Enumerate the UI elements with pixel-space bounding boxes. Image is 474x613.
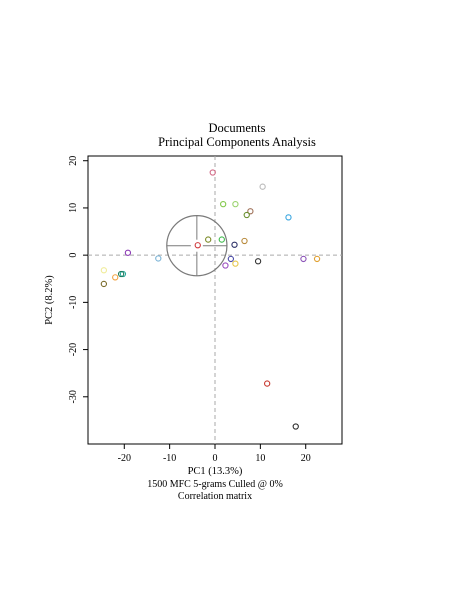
x-axis-label: PC1 (13.3%) bbox=[188, 466, 243, 477]
data-point-19 bbox=[232, 260, 239, 267]
data-point-21 bbox=[100, 267, 108, 274]
data-point-26 bbox=[264, 380, 271, 387]
data-point-25 bbox=[100, 280, 108, 288]
data-point-6 bbox=[243, 211, 250, 219]
data-point-1 bbox=[209, 169, 216, 176]
y-tick-label-20: 20 bbox=[68, 156, 79, 166]
data-point-9 bbox=[218, 236, 225, 243]
x-tick-label--10: -10 bbox=[163, 453, 176, 464]
data-point-22 bbox=[119, 270, 127, 278]
data-point-4 bbox=[232, 201, 239, 208]
data-point-17 bbox=[313, 255, 321, 263]
y-tick-label--30: -30 bbox=[68, 390, 79, 403]
unit-circle-layer bbox=[166, 215, 228, 277]
data-point-13 bbox=[124, 249, 132, 256]
caption-line-2: Correlation matrix bbox=[178, 491, 252, 502]
y-tick-label--20: -20 bbox=[68, 343, 79, 356]
y-tick-label--10: -10 bbox=[68, 296, 79, 309]
data-point-12 bbox=[231, 241, 238, 248]
x-tick-label-20: 20 bbox=[301, 453, 311, 464]
data-point-10 bbox=[241, 237, 248, 245]
y-tick-label-0: 0 bbox=[68, 253, 79, 258]
data-points bbox=[100, 169, 321, 430]
x-tick-label--20: -20 bbox=[118, 453, 131, 464]
chart-subtitle: Principal Components Analysis bbox=[158, 135, 316, 149]
data-point-15 bbox=[227, 255, 235, 263]
data-point-23 bbox=[117, 270, 125, 278]
x-tick-label-10: 10 bbox=[255, 453, 265, 464]
y-axis-label: PC2 (8.2%) bbox=[44, 275, 55, 325]
data-point-16 bbox=[300, 255, 307, 263]
chart-title: Documents bbox=[209, 121, 266, 135]
caption-line-1: 1500 MFC 5-grams Culled @ 0% bbox=[147, 479, 283, 490]
data-point-18 bbox=[254, 258, 262, 265]
reference-lines bbox=[88, 156, 342, 444]
data-point-11 bbox=[194, 242, 201, 249]
data-point-5 bbox=[247, 208, 254, 215]
y-tick-label-10: 10 bbox=[68, 203, 79, 213]
y-axis: 20 10 0 -10 -20 -30 bbox=[68, 156, 88, 403]
data-point-3 bbox=[220, 201, 227, 208]
data-point-24 bbox=[112, 274, 119, 281]
data-point-27 bbox=[292, 423, 299, 430]
data-point-14 bbox=[155, 255, 162, 262]
data-point-2 bbox=[259, 183, 266, 190]
data-point-20 bbox=[222, 262, 229, 269]
x-tick-label-0: 0 bbox=[213, 453, 218, 464]
data-point-8 bbox=[205, 236, 212, 243]
data-point-7 bbox=[285, 214, 292, 221]
x-axis: -20 -10 0 10 20 bbox=[118, 444, 311, 464]
